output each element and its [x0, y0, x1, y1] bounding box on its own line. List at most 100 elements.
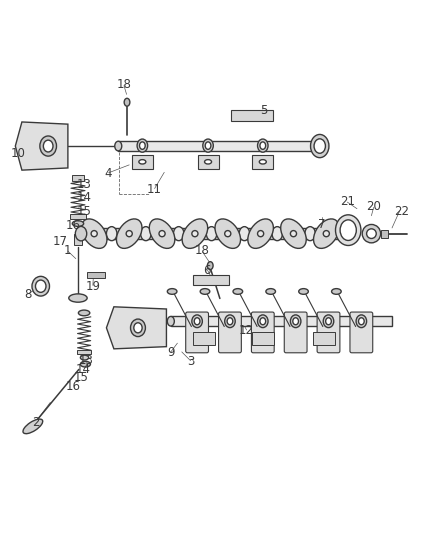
Ellipse shape	[149, 219, 175, 248]
Ellipse shape	[258, 139, 268, 152]
Ellipse shape	[205, 159, 212, 164]
Ellipse shape	[72, 221, 84, 227]
FancyBboxPatch shape	[87, 272, 105, 278]
Text: 16: 16	[66, 381, 81, 393]
Text: 11: 11	[147, 183, 162, 196]
Ellipse shape	[106, 227, 117, 241]
Text: 15: 15	[74, 372, 88, 384]
Ellipse shape	[281, 219, 306, 248]
Ellipse shape	[43, 140, 53, 152]
Ellipse shape	[299, 288, 308, 294]
FancyBboxPatch shape	[77, 350, 91, 354]
Ellipse shape	[356, 315, 367, 328]
FancyBboxPatch shape	[284, 312, 307, 353]
Ellipse shape	[137, 139, 148, 152]
Ellipse shape	[35, 280, 46, 292]
Polygon shape	[106, 307, 166, 349]
FancyBboxPatch shape	[193, 332, 215, 345]
Text: 3: 3	[187, 355, 194, 368]
Ellipse shape	[233, 288, 243, 294]
Ellipse shape	[314, 219, 339, 248]
Ellipse shape	[248, 219, 273, 248]
Ellipse shape	[139, 142, 145, 149]
Ellipse shape	[115, 141, 122, 151]
Text: 14: 14	[77, 191, 92, 204]
Ellipse shape	[314, 139, 325, 154]
Text: 13: 13	[79, 354, 94, 367]
Ellipse shape	[326, 318, 331, 325]
Ellipse shape	[40, 136, 57, 156]
Polygon shape	[15, 122, 68, 170]
Ellipse shape	[207, 262, 213, 270]
Text: 22: 22	[394, 205, 409, 218]
Ellipse shape	[260, 318, 265, 325]
Text: 20: 20	[366, 200, 381, 213]
Ellipse shape	[91, 231, 97, 237]
Ellipse shape	[206, 227, 217, 241]
FancyBboxPatch shape	[252, 155, 273, 169]
Ellipse shape	[78, 310, 90, 316]
Ellipse shape	[323, 231, 329, 237]
Text: 12: 12	[239, 325, 254, 337]
Circle shape	[362, 224, 381, 243]
FancyBboxPatch shape	[81, 228, 350, 239]
Text: 21: 21	[340, 195, 355, 208]
Ellipse shape	[131, 319, 145, 336]
FancyBboxPatch shape	[317, 312, 340, 353]
Circle shape	[367, 229, 376, 238]
FancyBboxPatch shape	[193, 275, 229, 285]
Ellipse shape	[227, 318, 233, 325]
Text: 18: 18	[117, 78, 131, 91]
Ellipse shape	[260, 142, 265, 149]
FancyBboxPatch shape	[72, 175, 84, 181]
Ellipse shape	[81, 219, 107, 248]
Ellipse shape	[215, 219, 240, 248]
Ellipse shape	[141, 227, 151, 241]
Ellipse shape	[203, 139, 213, 152]
Text: 15: 15	[77, 205, 92, 218]
Ellipse shape	[290, 315, 301, 328]
Ellipse shape	[75, 227, 87, 241]
Ellipse shape	[192, 315, 202, 328]
Ellipse shape	[311, 134, 329, 158]
FancyBboxPatch shape	[350, 312, 373, 353]
Ellipse shape	[225, 231, 231, 237]
Text: 16: 16	[66, 219, 81, 232]
FancyBboxPatch shape	[171, 317, 392, 326]
FancyBboxPatch shape	[313, 332, 335, 345]
Text: 8: 8	[24, 288, 31, 302]
Ellipse shape	[139, 159, 146, 164]
Ellipse shape	[80, 361, 90, 367]
Ellipse shape	[167, 288, 177, 294]
Text: 6: 6	[203, 264, 211, 277]
Ellipse shape	[69, 294, 87, 302]
Text: 18: 18	[195, 244, 210, 257]
Ellipse shape	[126, 231, 132, 237]
Ellipse shape	[258, 315, 268, 328]
Ellipse shape	[23, 419, 43, 434]
Ellipse shape	[167, 317, 174, 326]
Text: 14: 14	[76, 363, 91, 376]
Text: 2: 2	[32, 416, 40, 430]
FancyBboxPatch shape	[186, 312, 208, 353]
Ellipse shape	[32, 276, 49, 296]
Text: 1: 1	[64, 244, 72, 257]
Ellipse shape	[173, 227, 184, 241]
Text: 7: 7	[318, 218, 326, 231]
Ellipse shape	[192, 231, 198, 237]
Ellipse shape	[358, 318, 364, 325]
FancyBboxPatch shape	[118, 141, 320, 151]
Ellipse shape	[290, 231, 297, 237]
Ellipse shape	[305, 227, 315, 241]
Text: 13: 13	[77, 177, 92, 191]
FancyBboxPatch shape	[70, 214, 86, 219]
FancyBboxPatch shape	[219, 312, 241, 353]
Ellipse shape	[266, 288, 276, 294]
FancyBboxPatch shape	[251, 312, 274, 353]
FancyBboxPatch shape	[132, 155, 153, 169]
Ellipse shape	[258, 231, 264, 237]
Text: 10: 10	[11, 148, 26, 160]
Ellipse shape	[117, 219, 142, 248]
FancyBboxPatch shape	[381, 230, 388, 238]
Ellipse shape	[200, 288, 210, 294]
